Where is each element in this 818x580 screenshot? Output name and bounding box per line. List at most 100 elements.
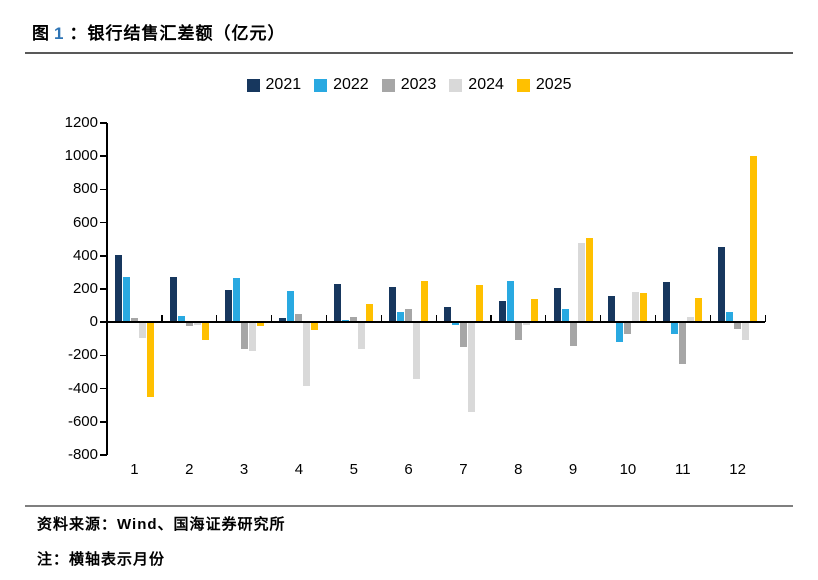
x-axis-label-4: 4 xyxy=(294,461,304,478)
bar-2021-m3 xyxy=(224,289,232,323)
y-axis-tick xyxy=(100,321,107,323)
bar-2022-m11 xyxy=(671,322,679,334)
x-axis-tick xyxy=(271,315,273,323)
y-axis-tick xyxy=(100,354,107,357)
bar-2021-m11 xyxy=(663,282,671,323)
bar-2025-m10 xyxy=(640,293,648,323)
legend-swatch-2023 xyxy=(381,78,395,92)
y-axis-label-400: 400 xyxy=(72,246,98,264)
bar-2022-m1 xyxy=(122,276,130,323)
x-axis-label-9: 9 xyxy=(568,461,578,478)
bar-2025-m8 xyxy=(530,298,538,323)
y-axis-label-1000: 1000 xyxy=(64,147,98,165)
bar-2021-m10 xyxy=(608,295,616,323)
bar-2022-m2 xyxy=(177,315,185,323)
y-axis-tick xyxy=(100,288,107,290)
legend-label-2021: 2021 xyxy=(265,76,302,93)
y-axis-tick xyxy=(100,387,107,390)
x-axis-tick xyxy=(216,315,218,323)
y-axis-label-0: 0 xyxy=(89,313,98,331)
bar-2024-m8 xyxy=(522,322,530,325)
bar-2023-m10 xyxy=(624,322,632,334)
y-axis-tick xyxy=(100,155,107,157)
bar-2025-m9 xyxy=(585,238,593,323)
bar-2024-m10 xyxy=(632,292,640,323)
bar-2022-m8 xyxy=(506,280,514,323)
x-axis-label-2: 2 xyxy=(185,461,194,478)
bar-2022-m10 xyxy=(616,322,624,343)
bar-2023-m11 xyxy=(679,322,687,364)
y-axis-label--400: -400 xyxy=(67,379,98,397)
bar-2025-m4 xyxy=(311,322,319,330)
bar-2023-m6 xyxy=(405,308,413,323)
x-axis-label-3: 3 xyxy=(239,461,249,478)
x-axis-label-5: 5 xyxy=(349,461,358,478)
bar-2022-m9 xyxy=(561,308,569,323)
x-axis-label-8: 8 xyxy=(514,461,523,478)
bar-2025-m6 xyxy=(421,280,429,323)
y-axis-tick xyxy=(100,122,107,124)
y-axis-tick xyxy=(100,421,107,423)
bar-2024-m9 xyxy=(577,243,585,323)
bar-2022-m4 xyxy=(287,291,295,323)
legend-label-2023: 2023 xyxy=(400,76,437,93)
bar-2022-m5 xyxy=(342,319,350,323)
bar-2021-m7 xyxy=(443,307,451,323)
bar-2025-m12 xyxy=(750,156,758,323)
legend-swatch-2022 xyxy=(314,78,328,92)
legend-swatch-2025 xyxy=(516,78,530,92)
x-axis-tick xyxy=(325,315,328,323)
x-axis-label-7: 7 xyxy=(459,461,468,478)
bar-2023-m7 xyxy=(459,322,467,348)
legend-item-2023: 2023 xyxy=(381,76,437,94)
y-axis-line xyxy=(106,123,108,455)
bar-2023-m3 xyxy=(240,322,248,349)
legend-label-2025: 2025 xyxy=(535,76,572,93)
legend-item-2024: 2024 xyxy=(449,76,504,94)
bar-2023-m8 xyxy=(514,322,522,341)
bar-2022-m12 xyxy=(726,312,734,323)
y-axis-label-800: 800 xyxy=(72,180,98,198)
bar-2024-m2 xyxy=(193,322,201,325)
x-axis-label-1: 1 xyxy=(130,461,139,478)
footer-divider xyxy=(25,505,793,507)
x-axis-tick xyxy=(764,315,766,323)
bar-2024-m4 xyxy=(303,322,311,387)
bar-2021-m5 xyxy=(334,284,342,323)
y-axis-tick xyxy=(100,454,107,456)
figure-number: 1 xyxy=(54,24,65,43)
x-axis-tick xyxy=(435,315,437,323)
legend-label-2022: 2022 xyxy=(333,76,369,93)
y-axis-label--600: -600 xyxy=(67,412,98,430)
bar-2021-m6 xyxy=(389,286,397,323)
bar-2025-m1 xyxy=(146,322,154,397)
y-axis-label-200: 200 xyxy=(72,280,98,297)
figure-title: 图 1 ：银行结售汇差额（亿元） xyxy=(32,19,285,44)
figure-title-text: 银行结售汇差额（亿元） xyxy=(87,24,286,43)
bar-2025-m7 xyxy=(475,284,483,323)
bar-2021-m1 xyxy=(114,254,122,323)
y-axis-label--800: -800 xyxy=(67,446,98,463)
bar-2021-m12 xyxy=(718,246,726,323)
bar-2023-m5 xyxy=(350,317,358,323)
bar-2023-m12 xyxy=(734,322,742,329)
legend-item-2022: 2022 xyxy=(314,76,369,94)
bar-2025-m11 xyxy=(695,298,703,323)
legend-label-2024: 2024 xyxy=(468,76,504,93)
legend-swatch-2021 xyxy=(246,78,260,92)
bar-2022-m6 xyxy=(397,312,405,323)
y-axis-label-600: 600 xyxy=(72,213,98,231)
title-divider xyxy=(25,52,793,54)
y-axis-label-1200: 1200 xyxy=(64,114,98,131)
x-axis-tick xyxy=(380,315,382,323)
bar-2024-m3 xyxy=(248,322,256,352)
bar-2025-m5 xyxy=(366,303,374,323)
legend-item-2021: 2021 xyxy=(246,76,302,94)
x-axis-tick xyxy=(709,315,711,323)
bar-2021-m8 xyxy=(498,300,506,323)
bar-2024-m11 xyxy=(687,317,695,323)
figure-label: 图 xyxy=(32,24,50,43)
bar-2021-m2 xyxy=(169,276,177,323)
source-note: 资料来源：Wind、国海证券研究所 xyxy=(37,516,286,533)
